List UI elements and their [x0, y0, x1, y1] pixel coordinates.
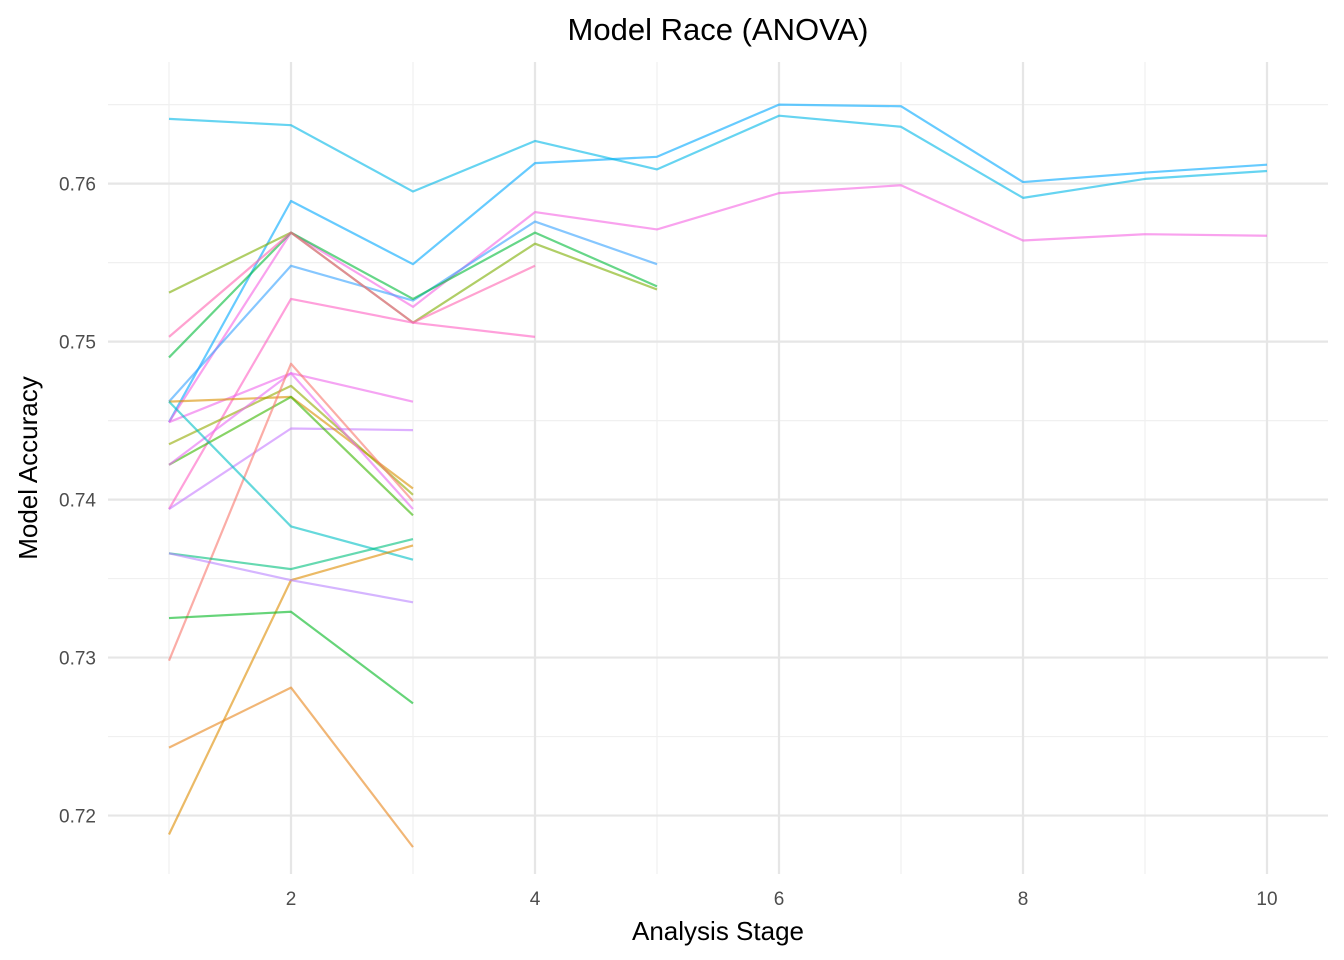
- chart-title: Model Race (ANOVA): [568, 12, 869, 47]
- y-tick-label: 0.73: [59, 649, 96, 670]
- series-line-14: [168, 372, 414, 510]
- series-line-8: [168, 297, 536, 510]
- x-tick-label: 2: [286, 889, 297, 910]
- series-lines: [167, 103, 1268, 848]
- y-tick-label: 0.72: [59, 807, 96, 828]
- series-line-2: [168, 114, 1268, 199]
- grid: [108, 62, 1328, 874]
- y-tick-label: 0.74: [59, 491, 96, 512]
- series-line-10: [168, 427, 414, 510]
- x-tick-label: 8: [1018, 889, 1029, 910]
- series-line-3: [168, 184, 1268, 423]
- x-tick-label: 4: [530, 889, 541, 910]
- x-tick-label: 6: [774, 889, 785, 910]
- y-axis-title: Model Accuracy: [13, 376, 43, 560]
- x-tick-label: 10: [1256, 889, 1277, 910]
- series-line-12: [168, 384, 414, 496]
- series-line-4: [168, 220, 658, 403]
- x-axis-title: Analysis Stage: [632, 916, 804, 946]
- series-line-17: [168, 538, 414, 571]
- series-line-7: [168, 231, 536, 338]
- axes: 0.72 0.73 0.74 0.75 0.76 2 4 6 8 10: [59, 175, 1278, 910]
- y-tick-label: 0.75: [59, 333, 96, 354]
- y-tick-label: 0.76: [59, 175, 96, 196]
- series-line-20: [168, 610, 414, 705]
- series-line-1: [168, 103, 1268, 423]
- series-line-5: [168, 231, 658, 359]
- series-line-19: [168, 552, 414, 604]
- series-line-21: [168, 686, 414, 848]
